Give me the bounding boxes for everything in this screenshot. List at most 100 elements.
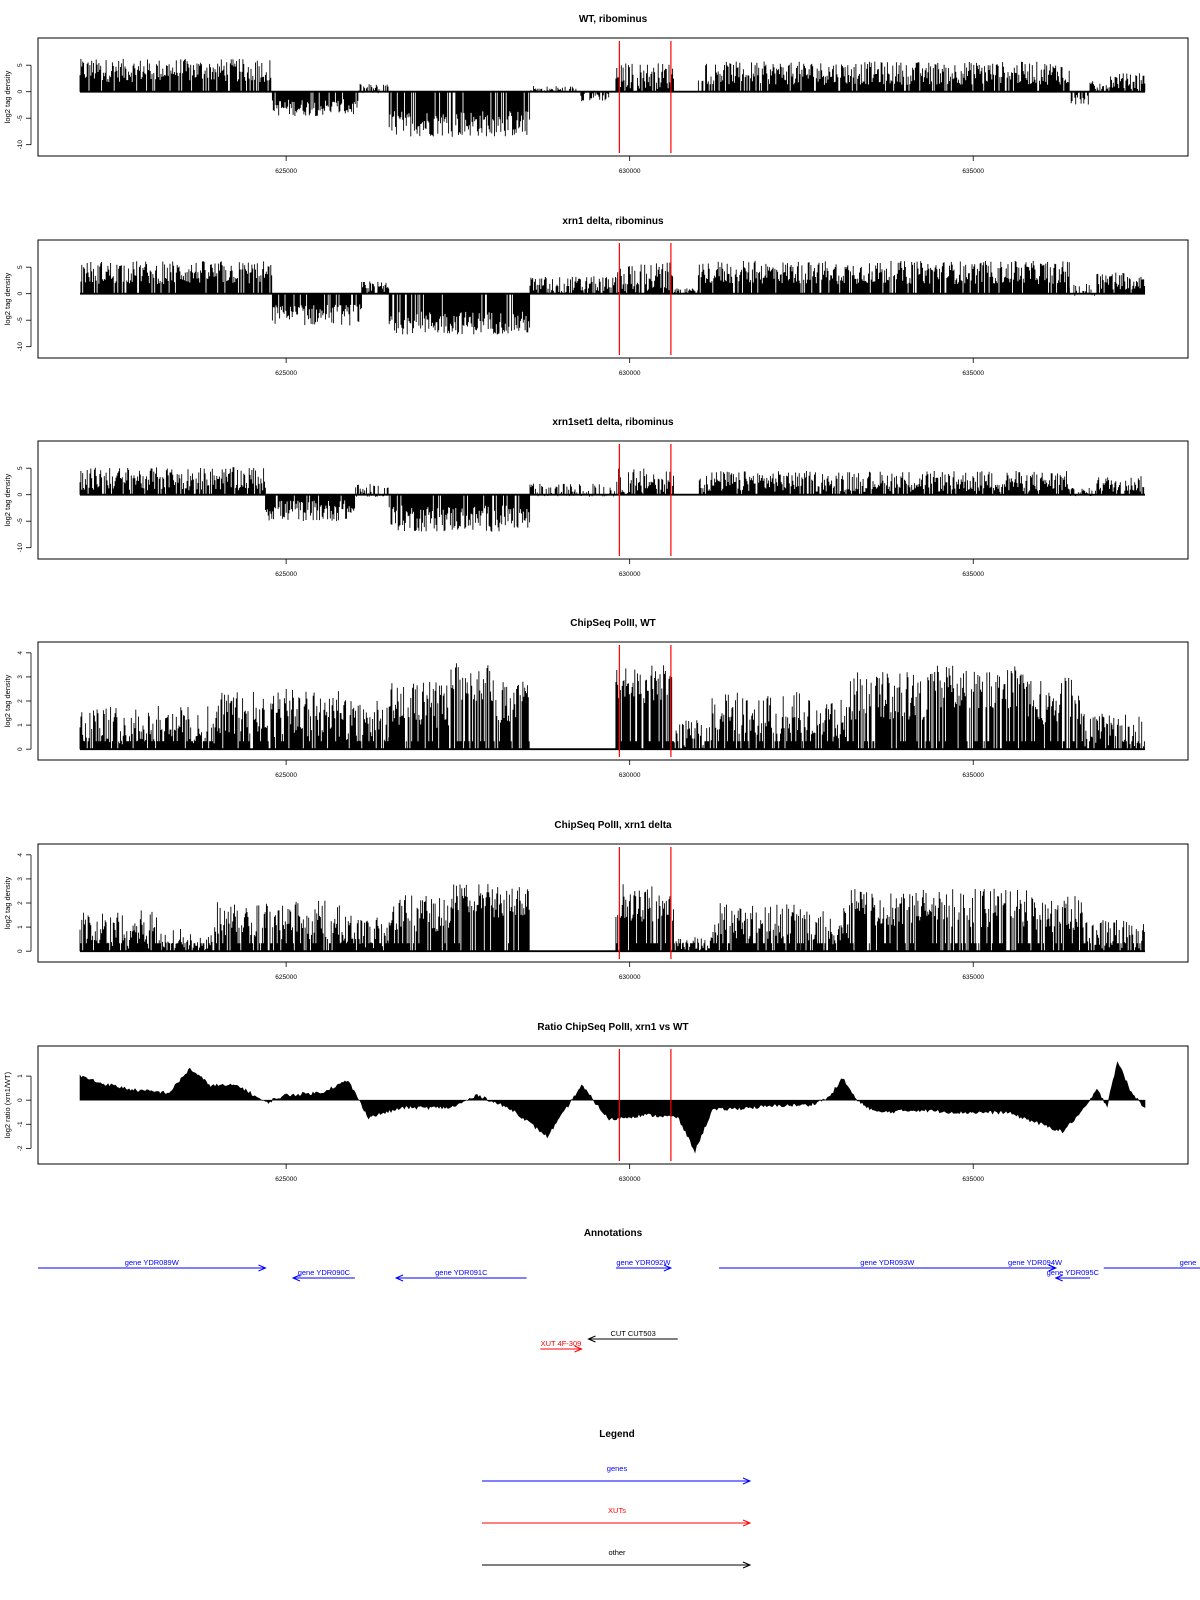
x-tick-label: 635000 bbox=[962, 168, 984, 175]
y-tick-label: -5 bbox=[17, 317, 24, 323]
legend-title: Legend bbox=[599, 1429, 635, 1440]
x-tick-label: 625000 bbox=[275, 370, 297, 377]
arrow-left-icon bbox=[291, 1274, 301, 1282]
x-tick-label: 635000 bbox=[962, 772, 984, 779]
signal-bars bbox=[79, 663, 1145, 750]
y-tick-label: -10 bbox=[17, 543, 24, 553]
legend-entry-XUTs: XUTs bbox=[482, 1506, 752, 1527]
feature-label: gene bbox=[1180, 1258, 1197, 1267]
y-tick-label: 3 bbox=[17, 877, 24, 881]
x-tick-label: 625000 bbox=[275, 974, 297, 981]
x-tick-label: 630000 bbox=[619, 974, 641, 981]
y-tick-label: -10 bbox=[17, 342, 24, 352]
legend-label: other bbox=[608, 1548, 626, 1557]
y-axis-label: log2 tag density bbox=[3, 272, 12, 325]
y-tick-label: 2 bbox=[17, 901, 24, 905]
feature-label: gene YDR094W bbox=[1008, 1258, 1063, 1267]
x-tick-label: 635000 bbox=[962, 1176, 984, 1183]
plot-frame bbox=[37, 239, 1189, 359]
x-tick-label: 630000 bbox=[619, 772, 641, 779]
panel-title: xrn1set1 delta, ribominus bbox=[552, 417, 674, 428]
feature-label: gene YDR091C bbox=[435, 1268, 488, 1277]
y-tick-label: -5 bbox=[17, 518, 24, 524]
feature-label: gene YDR092W bbox=[616, 1258, 671, 1267]
arrow-left-icon bbox=[587, 1335, 596, 1343]
feature-label: gene YDR093W bbox=[860, 1258, 915, 1267]
signal-bars bbox=[79, 58, 1146, 137]
arrow-right-icon bbox=[258, 1264, 267, 1272]
y-axis-label: log2 tag density bbox=[3, 473, 12, 526]
panel-title: ChipSeq PolII, xrn1 delta bbox=[554, 820, 672, 831]
ratio-area bbox=[79, 1061, 1146, 1154]
x-tick-label: 625000 bbox=[275, 571, 297, 578]
panel-title: xrn1 delta, ribominus bbox=[562, 216, 664, 227]
signal-bars bbox=[79, 884, 1145, 952]
y-tick-label: 4 bbox=[17, 651, 24, 655]
legend-entry-genes: genes bbox=[482, 1464, 752, 1485]
y-tick-label: 2 bbox=[17, 699, 24, 703]
x-tick-label: 630000 bbox=[619, 571, 641, 578]
plot-frame bbox=[37, 641, 1189, 761]
y-tick-label: -5 bbox=[17, 115, 24, 121]
plot-frame bbox=[37, 1045, 1189, 1165]
signal-bars bbox=[79, 467, 1145, 532]
y-tick-label: 1 bbox=[17, 723, 24, 727]
y-tick-label: 4 bbox=[17, 853, 24, 857]
x-tick-label: 630000 bbox=[619, 168, 641, 175]
annotation-feature: gene bbox=[1103, 1258, 1200, 1269]
plot-frame bbox=[37, 843, 1189, 963]
annotation-feature: gene YDR094W bbox=[1008, 1258, 1063, 1272]
arrow-right-icon bbox=[742, 1477, 752, 1485]
x-tick-label: 635000 bbox=[962, 370, 984, 377]
y-tick-label: 1 bbox=[17, 925, 24, 929]
y-tick-label: 3 bbox=[17, 675, 24, 679]
feature-label: XUT 4F-309 bbox=[541, 1339, 582, 1348]
arrow-right-icon bbox=[742, 1561, 752, 1569]
annotation-feature: gene YDR093W bbox=[719, 1258, 1057, 1272]
panel-xrn1-ribominus: xrn1 delta, ribominus -10 -5 0 5 log2 tag den… bbox=[3, 216, 1189, 377]
y-tick-label: 5 bbox=[17, 265, 24, 269]
feature-label: gene YDR095C bbox=[1047, 1268, 1100, 1277]
plot-frame bbox=[37, 37, 1189, 157]
y-axis-label: log2 tag density bbox=[3, 70, 12, 123]
panel-xrn1set1-ribominus: xrn1set1 delta, ribominus -10 -5 0 5 log2 tag… bbox=[3, 417, 1189, 578]
y-tick-label: 5 bbox=[17, 63, 24, 67]
feature-label: gene YDR089W bbox=[125, 1258, 180, 1267]
legend-entry-other: other bbox=[482, 1548, 752, 1569]
annotations-track: Annotations gene YDR089W gene YDR090C gene … bbox=[38, 1228, 1200, 1353]
panel-title: Ratio ChipSeq PolII, xrn1 vs WT bbox=[537, 1022, 688, 1033]
arrow-right-icon bbox=[742, 1519, 752, 1527]
x-tick-label: 635000 bbox=[962, 571, 984, 578]
y-tick-label: -10 bbox=[17, 140, 24, 150]
panel-ratio: Ratio ChipSeq PolII, xrn1 vs WT -2 -1 0 1 log… bbox=[3, 1022, 1189, 1183]
arrow-left-icon bbox=[1054, 1274, 1063, 1282]
x-tick-label: 625000 bbox=[275, 772, 297, 779]
annotation-feature: gene YDR089W bbox=[38, 1258, 267, 1272]
panel-title: ChipSeq PolII, WT bbox=[570, 618, 656, 629]
feature-label: CUT CUT503 bbox=[610, 1329, 655, 1338]
y-tick-label: 0 bbox=[17, 90, 24, 94]
arrow-right-icon bbox=[574, 1345, 583, 1353]
x-tick-label: 630000 bbox=[619, 370, 641, 377]
y-tick-label: -1 bbox=[17, 1121, 24, 1127]
annotation-feature: gene YDR090C bbox=[291, 1268, 355, 1282]
panel-chipseq-wt: ChipSeq PolII, WT 0 1 2 3 4 log2 tag density 62… bbox=[3, 618, 1189, 779]
annotation-feature: gene YDR095C bbox=[1047, 1268, 1100, 1282]
arrow-right-icon bbox=[1048, 1264, 1057, 1272]
y-tick-label: 0 bbox=[17, 1098, 24, 1102]
panel-title: WT, ribominus bbox=[579, 14, 648, 25]
legend-label: genes bbox=[607, 1464, 628, 1473]
plot-frame bbox=[37, 440, 1189, 560]
panel-chipseq-xrn1: ChipSeq PolII, xrn1 delta 0 1 2 3 4 log2 tag d… bbox=[3, 820, 1189, 981]
y-tick-label: 0 bbox=[17, 949, 24, 953]
y-tick-label: 0 bbox=[17, 493, 24, 497]
panel-wt-ribominus: WT, ribominus -10 -5 0 5 log2 tag density 6250… bbox=[3, 14, 1189, 175]
annotation-feature: gene YDR092W bbox=[615, 1258, 673, 1272]
y-axis-label: log2 tag density bbox=[3, 876, 12, 929]
legend: Legend genes XUTs other bbox=[482, 1429, 752, 1569]
y-axis-label: log2 tag density bbox=[3, 674, 12, 727]
annotation-feature: CUT CUT503 bbox=[587, 1329, 678, 1343]
y-tick-label: -2 bbox=[17, 1145, 24, 1151]
y-axis-label: log2 ratio (xrn1/WT) bbox=[3, 1071, 12, 1138]
